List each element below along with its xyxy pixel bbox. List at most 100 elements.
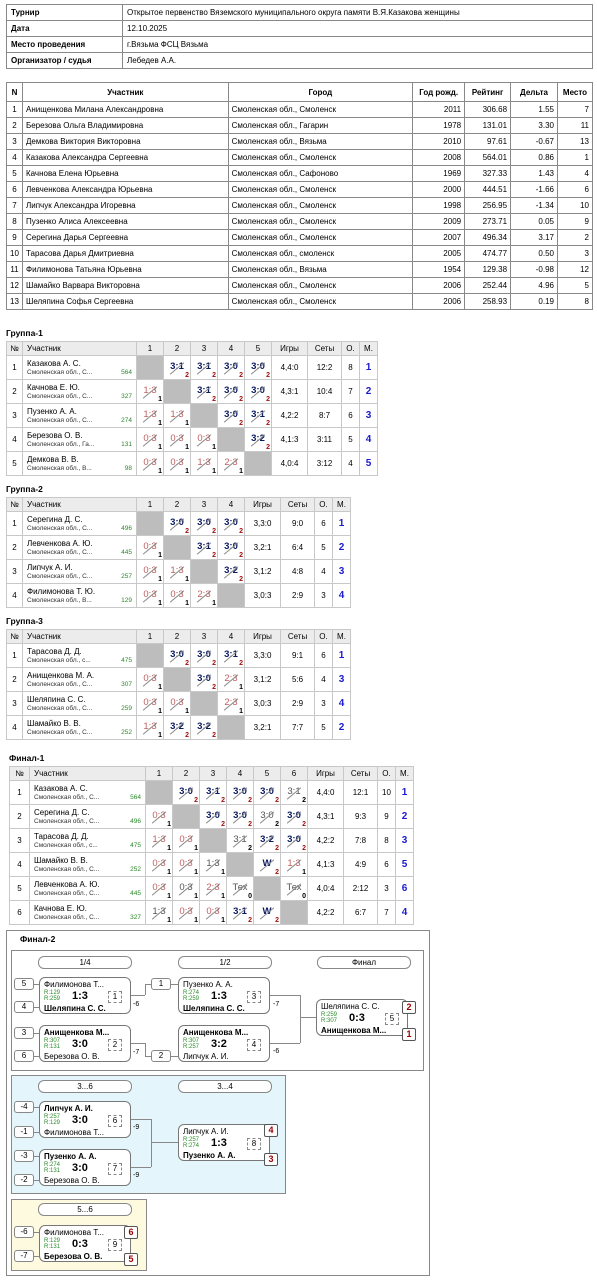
result-cell[interactable]: 3:0 2 bbox=[172, 780, 200, 805]
result-cell[interactable]: 3:0 2 bbox=[226, 804, 254, 829]
result-cell[interactable]: 3:0 2 bbox=[163, 511, 191, 536]
match-points: 2 bbox=[185, 731, 189, 739]
result-cell[interactable]: 0:3 1 bbox=[172, 828, 200, 853]
group-games: 3,3:0 bbox=[244, 643, 281, 668]
result-cell[interactable]: 1:3 1 bbox=[136, 379, 164, 404]
result-cell[interactable]: 0:3 1 bbox=[145, 852, 173, 877]
participant-cell: 7 bbox=[556, 101, 594, 118]
result-cell[interactable]: 0:3 1 bbox=[190, 427, 218, 452]
result-cell[interactable]: 1:3 1 bbox=[145, 828, 173, 853]
result-cell[interactable]: 3:0 2 bbox=[217, 511, 245, 536]
participant-name: Березова О. В. bbox=[27, 430, 83, 440]
match-player-1: Анищенкова М... bbox=[183, 1028, 249, 1037]
result-cell[interactable]: 3:0 2 bbox=[190, 667, 218, 692]
bracket-match[interactable]: Липчук А. И. R:257 R:129 3:0 6 Филимонова Т..… bbox=[39, 1101, 131, 1138]
participants-header: N bbox=[6, 82, 23, 102]
result-cell[interactable]: Тех 0 bbox=[280, 876, 308, 901]
result-cell[interactable]: 0:3 1 bbox=[136, 451, 164, 476]
bracket-match[interactable]: Анищенкова М... R:307 R:257 3:2 4 Липчук А. И… bbox=[178, 1025, 270, 1062]
result-cell[interactable]: 2:3 1 bbox=[217, 667, 245, 692]
loser-destination: -9 bbox=[133, 1172, 140, 1179]
result-cell[interactable]: 3:0 2 bbox=[253, 804, 281, 829]
result-cell[interactable]: 2:3 1 bbox=[217, 691, 245, 716]
result-cell[interactable]: 0:3 1 bbox=[163, 427, 191, 452]
result-cell[interactable]: 3:1 2 bbox=[190, 535, 218, 560]
result-cell[interactable]: 1:3 1 bbox=[163, 559, 191, 584]
participant-city: Смоленская обл., С... bbox=[27, 416, 93, 424]
result-cell[interactable]: 3:1 2 bbox=[226, 900, 254, 925]
bracket-match[interactable]: Липчук А. И. R:257 R:274 1:3 8 Пузенко А. А. bbox=[178, 1124, 270, 1161]
result-cell[interactable]: 3:0 2 bbox=[280, 804, 308, 829]
result-cell[interactable]: 0:3 1 bbox=[136, 583, 164, 608]
result-cell[interactable]: 3:2 2 bbox=[163, 715, 191, 740]
result-cell[interactable]: 3:1 2 bbox=[190, 355, 218, 380]
group-header-cell: 3 bbox=[199, 766, 227, 781]
result-cell[interactable]: 0:3 1 bbox=[163, 583, 191, 608]
result-cell[interactable]: 0:3 1 bbox=[136, 691, 164, 716]
bracket-match[interactable]: Пузенко А. А. R:274 R:259 1:3 3 Шеляпина С. С… bbox=[178, 977, 270, 1014]
result-cell[interactable]: 3:0 2 bbox=[217, 535, 245, 560]
result-cell[interactable]: 3:1 2 bbox=[217, 643, 245, 668]
result-cell[interactable]: 2:3 1 bbox=[190, 583, 218, 608]
bracket-match[interactable]: Шеляпина С. С. R:259 R:307 0:3 5 Анищенкова М… bbox=[316, 999, 408, 1036]
result-cell[interactable]: 2:3 1 bbox=[199, 876, 227, 901]
result-cell[interactable]: 3:0 2 bbox=[253, 780, 281, 805]
result-cell[interactable]: 3:2 2 bbox=[244, 427, 272, 452]
result-cell[interactable]: 3:0 2 bbox=[190, 511, 218, 536]
result-cell[interactable]: Тех 0 bbox=[226, 876, 254, 901]
result-cell[interactable]: 0:3 1 bbox=[163, 691, 191, 716]
result-cell[interactable]: 3:2 2 bbox=[190, 715, 218, 740]
result-cell[interactable]: 0:3 1 bbox=[136, 559, 164, 584]
result-cell[interactable]: 3:0 2 bbox=[163, 643, 191, 668]
result-cell[interactable]: 1:3 1 bbox=[145, 900, 173, 925]
result-cell[interactable]: 1:3 1 bbox=[163, 403, 191, 428]
result-cell[interactable]: 3:1 2 bbox=[163, 355, 191, 380]
result-cell[interactable]: 3:0 2 bbox=[190, 643, 218, 668]
participant-name: Серегина Д. С. bbox=[27, 514, 83, 524]
result-cell[interactable]: 3:0 2 bbox=[226, 780, 254, 805]
result-cell[interactable]: 3:1 2 bbox=[280, 780, 308, 805]
result-cell[interactable]: 1:3 1 bbox=[280, 852, 308, 877]
diagonal-cell bbox=[163, 535, 191, 560]
bracket-match[interactable]: Филимонова Т... R:129 R:131 0:3 9 Березова О.… bbox=[39, 1225, 131, 1262]
result-cell[interactable]: 3:0 2 bbox=[280, 828, 308, 853]
result-cell[interactable]: 0:3 1 bbox=[136, 427, 164, 452]
result-cell[interactable]: 3:0 2 bbox=[217, 379, 245, 404]
result-cell[interactable]: 3:2 2 bbox=[217, 559, 245, 584]
result-cell[interactable]: 0:3 1 bbox=[136, 667, 164, 692]
match-score-text: 2:3 bbox=[224, 696, 238, 708]
result-cell[interactable]: 1:3 1 bbox=[136, 715, 164, 740]
result-cell[interactable]: 0:3 1 bbox=[199, 900, 227, 925]
match-score: 0:3 1 bbox=[201, 903, 225, 924]
result-cell[interactable]: 0:3 1 bbox=[145, 876, 173, 901]
result-cell[interactable]: 1:3 1 bbox=[190, 451, 218, 476]
result-cell[interactable]: 3:0 2 bbox=[217, 355, 245, 380]
bracket-match[interactable]: Филимонова Т... R:129 R:259 1:3 1 Шеляпина С.… bbox=[39, 977, 131, 1014]
result-cell[interactable]: 0:3 1 bbox=[172, 852, 200, 877]
result-cell[interactable]: 3:1 2 bbox=[244, 403, 272, 428]
result-cell[interactable]: 3:0 2 bbox=[199, 804, 227, 829]
result-cell[interactable]: 3:0 2 bbox=[244, 355, 272, 380]
result-cell[interactable]: 3:1 2 bbox=[199, 780, 227, 805]
participant-name: Липчук А. И. bbox=[27, 562, 73, 572]
result-cell[interactable]: 3:2 2 bbox=[253, 828, 281, 853]
result-cell[interactable]: 3:1 2 bbox=[190, 379, 218, 404]
result-cell[interactable]: 0:3 1 bbox=[172, 876, 200, 901]
match-score-text: 3:0 bbox=[179, 785, 193, 797]
result-cell[interactable]: 0:3 1 bbox=[145, 804, 173, 829]
result-cell[interactable]: 0:3 1 bbox=[172, 900, 200, 925]
bracket-match[interactable]: Анищенкова М... R:307 R:131 3:0 2 Березова О.… bbox=[39, 1025, 131, 1062]
result-cell[interactable]: 0:3 1 bbox=[136, 535, 164, 560]
result-cell[interactable]: 1:3 1 bbox=[136, 403, 164, 428]
result-cell[interactable]: 3:0 2 bbox=[244, 379, 272, 404]
result-cell[interactable]: 3:1 2 bbox=[226, 828, 254, 853]
result-cell[interactable]: 0:3 1 bbox=[163, 451, 191, 476]
result-cell[interactable]: 3:0 2 bbox=[217, 403, 245, 428]
result-cell[interactable]: 1:3 1 bbox=[199, 852, 227, 877]
group-row: 1 Казакова А. С. Смоленская обл., С... 564 3… bbox=[9, 780, 414, 805]
bracket-match[interactable]: Пузенко А. А. R:274 R:131 3:0 7 Березова О. В… bbox=[39, 1149, 131, 1186]
result-cell[interactable]: 2:3 1 bbox=[217, 451, 245, 476]
group-header-cell: О. bbox=[341, 341, 360, 356]
